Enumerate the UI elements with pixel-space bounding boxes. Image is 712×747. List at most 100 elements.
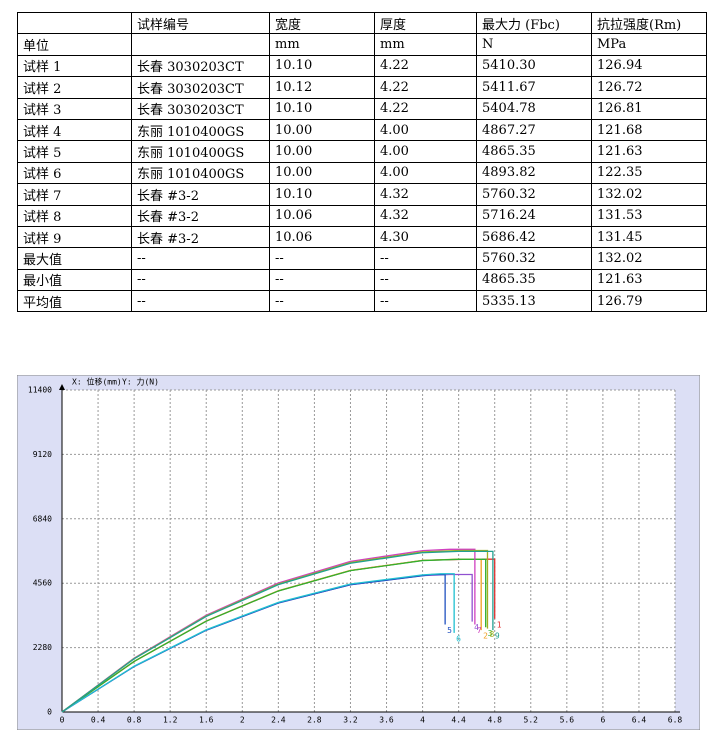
curve-label: 4 [474, 623, 479, 632]
table-cell: 最小值 [17, 268, 132, 292]
table-cell: 试样 7 [17, 183, 132, 206]
table-cell: 东丽 1010400GS [131, 118, 270, 142]
table-cell: 长春 #3-2 [131, 225, 270, 249]
x-tick-label: 0.8 [127, 716, 142, 725]
x-tick-label: 3.2 [343, 716, 358, 725]
table-row: 最小值 -- -- -- 4865.35 121.63 [17, 268, 707, 292]
curve-label: 3 [488, 629, 493, 638]
table-cell: 长春 #3-2 [131, 183, 270, 206]
x-tick-label: 0.4 [91, 716, 106, 725]
table-cell: 5410.30 [476, 54, 592, 78]
table-cell: 试样 2 [17, 76, 132, 99]
x-tick-label: 0 [60, 716, 65, 725]
table-cell: 4865.35 [476, 140, 592, 163]
table-cell: -- [269, 268, 375, 292]
table-cell: 抗拉强度(Rm) [591, 11, 707, 35]
table-cell: 5335.13 [476, 290, 592, 313]
table-row: 平均值 -- -- -- 5335.13 126.79 [17, 290, 707, 313]
curve [61, 550, 494, 713]
table-cell: 试样 5 [17, 140, 132, 163]
y-axis-label: Y: 力(N) [122, 377, 159, 387]
y-tick-label: 6840 [33, 514, 52, 523]
table-cell: 4.30 [374, 225, 477, 249]
table-cell: mm [269, 33, 375, 56]
table-cell: 4867.27 [476, 118, 592, 142]
table-cell: 126.81 [591, 97, 707, 120]
chart: X: 位移(mm) Y: 力(N) 0228045606840912011400… [17, 375, 700, 730]
x-tick-label: 2.4 [271, 716, 286, 725]
y-tick-label: 9120 [33, 450, 52, 459]
table-cell: 121.63 [591, 268, 707, 292]
table-cell: 长春 #3-2 [131, 204, 270, 227]
table-cell: -- [131, 290, 270, 313]
table-cell: 10.00 [269, 161, 375, 185]
x-tick-label: 4.8 [487, 716, 502, 725]
x-tick-label: 6 [600, 716, 605, 725]
table-cell [131, 33, 270, 56]
table-cell: 长春 3030203CT [131, 97, 270, 120]
table-cell: 宽度 [269, 11, 375, 35]
table-cell: MPa [591, 33, 707, 56]
table-row: 单位 mm mm N MPa [17, 33, 707, 56]
table-cell: 4.00 [374, 118, 477, 142]
table-row: 试样 9 长春 #3-2 10.06 4.30 5686.42 131.45 [17, 225, 707, 249]
table-cell: 最大值 [17, 247, 132, 270]
curve-label: 7 [477, 626, 482, 635]
curve-label: 6 [456, 634, 461, 643]
table-cell: 4.22 [374, 97, 477, 120]
table-cell: 132.02 [591, 247, 707, 270]
table-cell [17, 11, 132, 35]
table-cell: 单位 [17, 33, 132, 56]
table-cell: 121.68 [591, 118, 707, 142]
table-row: 试样 8 长春 #3-2 10.06 4.32 5716.24 131.53 [17, 204, 707, 227]
table-cell: 5686.42 [476, 225, 592, 249]
plot-area [62, 390, 675, 712]
table-cell: 122.35 [591, 161, 707, 185]
table-cell: 最大力 (Fbc) [476, 11, 592, 35]
table-cell: -- [269, 290, 375, 313]
table-cell: -- [131, 247, 270, 270]
table-cell: 4.32 [374, 204, 477, 227]
x-tick-label: 6.4 [632, 716, 647, 725]
table-cell: mm [374, 33, 477, 56]
y-tick-label: 0 [47, 708, 52, 717]
table-cell: 131.45 [591, 225, 707, 249]
table-cell: 厚度 [374, 11, 477, 35]
table-cell: N [476, 33, 592, 56]
table-row: 试样 6 东丽 1010400GS 10.00 4.00 4893.82 122.35 [17, 161, 707, 185]
table-row: 最大值 -- -- -- 5760.32 132.02 [17, 247, 707, 270]
x-tick-label: 3.6 [379, 716, 394, 725]
table-cell: 4.00 [374, 140, 477, 163]
table-cell: -- [374, 290, 477, 313]
table-cell: 10.10 [269, 97, 375, 120]
curve-label: 5 [447, 626, 452, 635]
table-cell: 试样 1 [17, 54, 132, 78]
y-axis-arrow [59, 384, 65, 390]
table-cell: 东丽 1010400GS [131, 161, 270, 185]
table-cell: 10.00 [269, 140, 375, 163]
table-row: 试样 1 长春 3030203CT 10.10 4.22 5410.30 126.94 [17, 54, 707, 78]
table-cell: 121.63 [591, 140, 707, 163]
table-cell: 长春 3030203CT [131, 54, 270, 78]
curve-label: 9 [495, 632, 500, 641]
table-cell: 长春 3030203CT [131, 76, 270, 99]
table-cell: 平均值 [17, 290, 132, 313]
table-row: 试样 5 东丽 1010400GS 10.00 4.00 4865.35 121.63 [17, 140, 707, 163]
x-tick-label: 2.8 [307, 716, 322, 725]
x-tick-label: 5.2 [524, 716, 539, 725]
table-cell: -- [131, 268, 270, 292]
table-cell: 5404.78 [476, 97, 592, 120]
table-cell: 试样 4 [17, 118, 132, 142]
table-cell: 10.00 [269, 118, 375, 142]
x-tick-label: 1.6 [199, 716, 214, 725]
curve-label: 1 [497, 620, 502, 629]
table-cell: 131.53 [591, 204, 707, 227]
y-tick-label: 2280 [33, 643, 52, 652]
table-cell: 4.22 [374, 76, 477, 99]
x-tick-label: 4.4 [451, 716, 466, 725]
y-tick-label: 11400 [28, 386, 52, 395]
table-cell: 10.06 [269, 225, 375, 249]
table-cell: 4893.82 [476, 161, 592, 185]
table-cell: 126.72 [591, 76, 707, 99]
